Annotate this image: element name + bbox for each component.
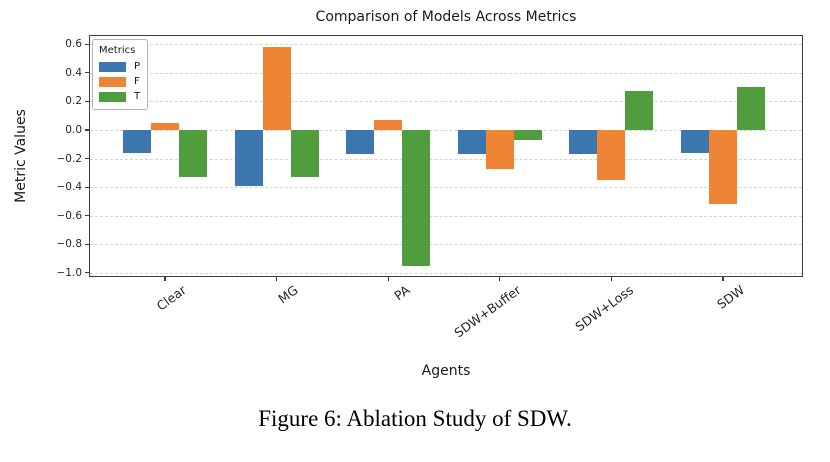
x-tick-mark bbox=[499, 277, 501, 281]
x-tick-label-SDW+Buffer: SDW+Buffer bbox=[451, 282, 525, 341]
x-tick-mark bbox=[610, 277, 612, 281]
plot-frame bbox=[89, 35, 803, 277]
y-tick-label: −0.8 bbox=[56, 238, 83, 251]
y-tick-mark bbox=[85, 72, 89, 74]
x-tick-label-SDW+Loss: SDW+Loss bbox=[571, 282, 636, 335]
legend-item-P: P bbox=[99, 59, 140, 74]
bar-F-SDW+Buffer bbox=[485, 130, 514, 169]
legend-title: Metrics bbox=[99, 45, 136, 56]
y-tick-mark bbox=[85, 100, 89, 103]
gridline bbox=[90, 72, 802, 74]
y-tick-label: −0.6 bbox=[56, 209, 83, 222]
gridline bbox=[90, 158, 802, 160]
y-tick-label: −0.2 bbox=[56, 152, 83, 165]
legend-item-T: T bbox=[99, 89, 140, 104]
gridline bbox=[90, 44, 802, 46]
y-tick-label: −0.4 bbox=[56, 181, 83, 194]
bar-P-PA bbox=[346, 130, 375, 155]
y-tick-label: −1.0 bbox=[56, 266, 83, 279]
gridline bbox=[90, 187, 802, 189]
legend-color-swatch bbox=[99, 91, 126, 102]
y-tick-mark bbox=[85, 272, 89, 274]
x-axis-label: Agents bbox=[421, 363, 471, 379]
x-tick-mark bbox=[722, 277, 724, 281]
bar-T-SDW+Loss bbox=[625, 91, 654, 130]
x-tick-label-SDW: SDW bbox=[714, 282, 748, 312]
bar-P-MG bbox=[234, 130, 263, 186]
x-tick-label-Clear: Clear bbox=[153, 282, 190, 314]
bar-T-PA bbox=[402, 130, 431, 266]
legend-label: T bbox=[134, 91, 141, 102]
gridline bbox=[90, 130, 802, 131]
gridline bbox=[90, 101, 802, 103]
y-tick-mark bbox=[85, 186, 89, 188]
x-tick-label-PA: PA bbox=[391, 282, 413, 304]
figure-caption: Figure 6: Ablation Study of SDW. bbox=[258, 406, 572, 431]
bar-F-PA bbox=[374, 120, 403, 130]
bar-F-SDW+Loss bbox=[597, 130, 626, 180]
x-tick-mark bbox=[387, 277, 389, 281]
y-tick-label: 0.4 bbox=[65, 66, 82, 79]
bar-T-SDW bbox=[737, 87, 765, 130]
y-tick-mark bbox=[85, 215, 89, 217]
bar-P-SDW+Buffer bbox=[457, 130, 486, 155]
legend-color-swatch bbox=[99, 61, 126, 72]
y-tick-label: 0.2 bbox=[65, 95, 82, 108]
y-tick-mark bbox=[85, 129, 89, 131]
y-tick-mark bbox=[85, 243, 89, 245]
legend-color-swatch bbox=[99, 76, 126, 87]
bar-P-SDW+Loss bbox=[569, 130, 598, 155]
bar-F-MG bbox=[262, 47, 291, 130]
bar-F-SDW bbox=[709, 130, 737, 205]
legend-item-F: F bbox=[99, 74, 140, 89]
bar-T-Clear bbox=[179, 130, 207, 178]
gridline bbox=[90, 244, 802, 246]
y-tick-mark bbox=[85, 43, 89, 45]
x-tick-mark bbox=[164, 277, 166, 281]
y-tick-mark bbox=[85, 157, 89, 160]
bar-T-MG bbox=[290, 130, 319, 178]
legend-label: P bbox=[134, 61, 141, 72]
bar-P-SDW bbox=[681, 130, 709, 153]
gridline bbox=[90, 272, 802, 274]
gridline bbox=[90, 215, 802, 217]
bar-T-SDW+Buffer bbox=[513, 130, 542, 140]
legend-label: F bbox=[134, 76, 140, 87]
x-tick-label-MG: MG bbox=[275, 282, 301, 307]
bar-P-Clear bbox=[123, 130, 151, 153]
y-tick-label: 0.6 bbox=[65, 38, 82, 51]
bar-F-Clear bbox=[151, 122, 179, 130]
x-tick-mark bbox=[276, 277, 278, 281]
y-tick-label: 0.0 bbox=[65, 124, 82, 136]
chart-title: Comparison of Models Across Metrics bbox=[315, 9, 577, 25]
